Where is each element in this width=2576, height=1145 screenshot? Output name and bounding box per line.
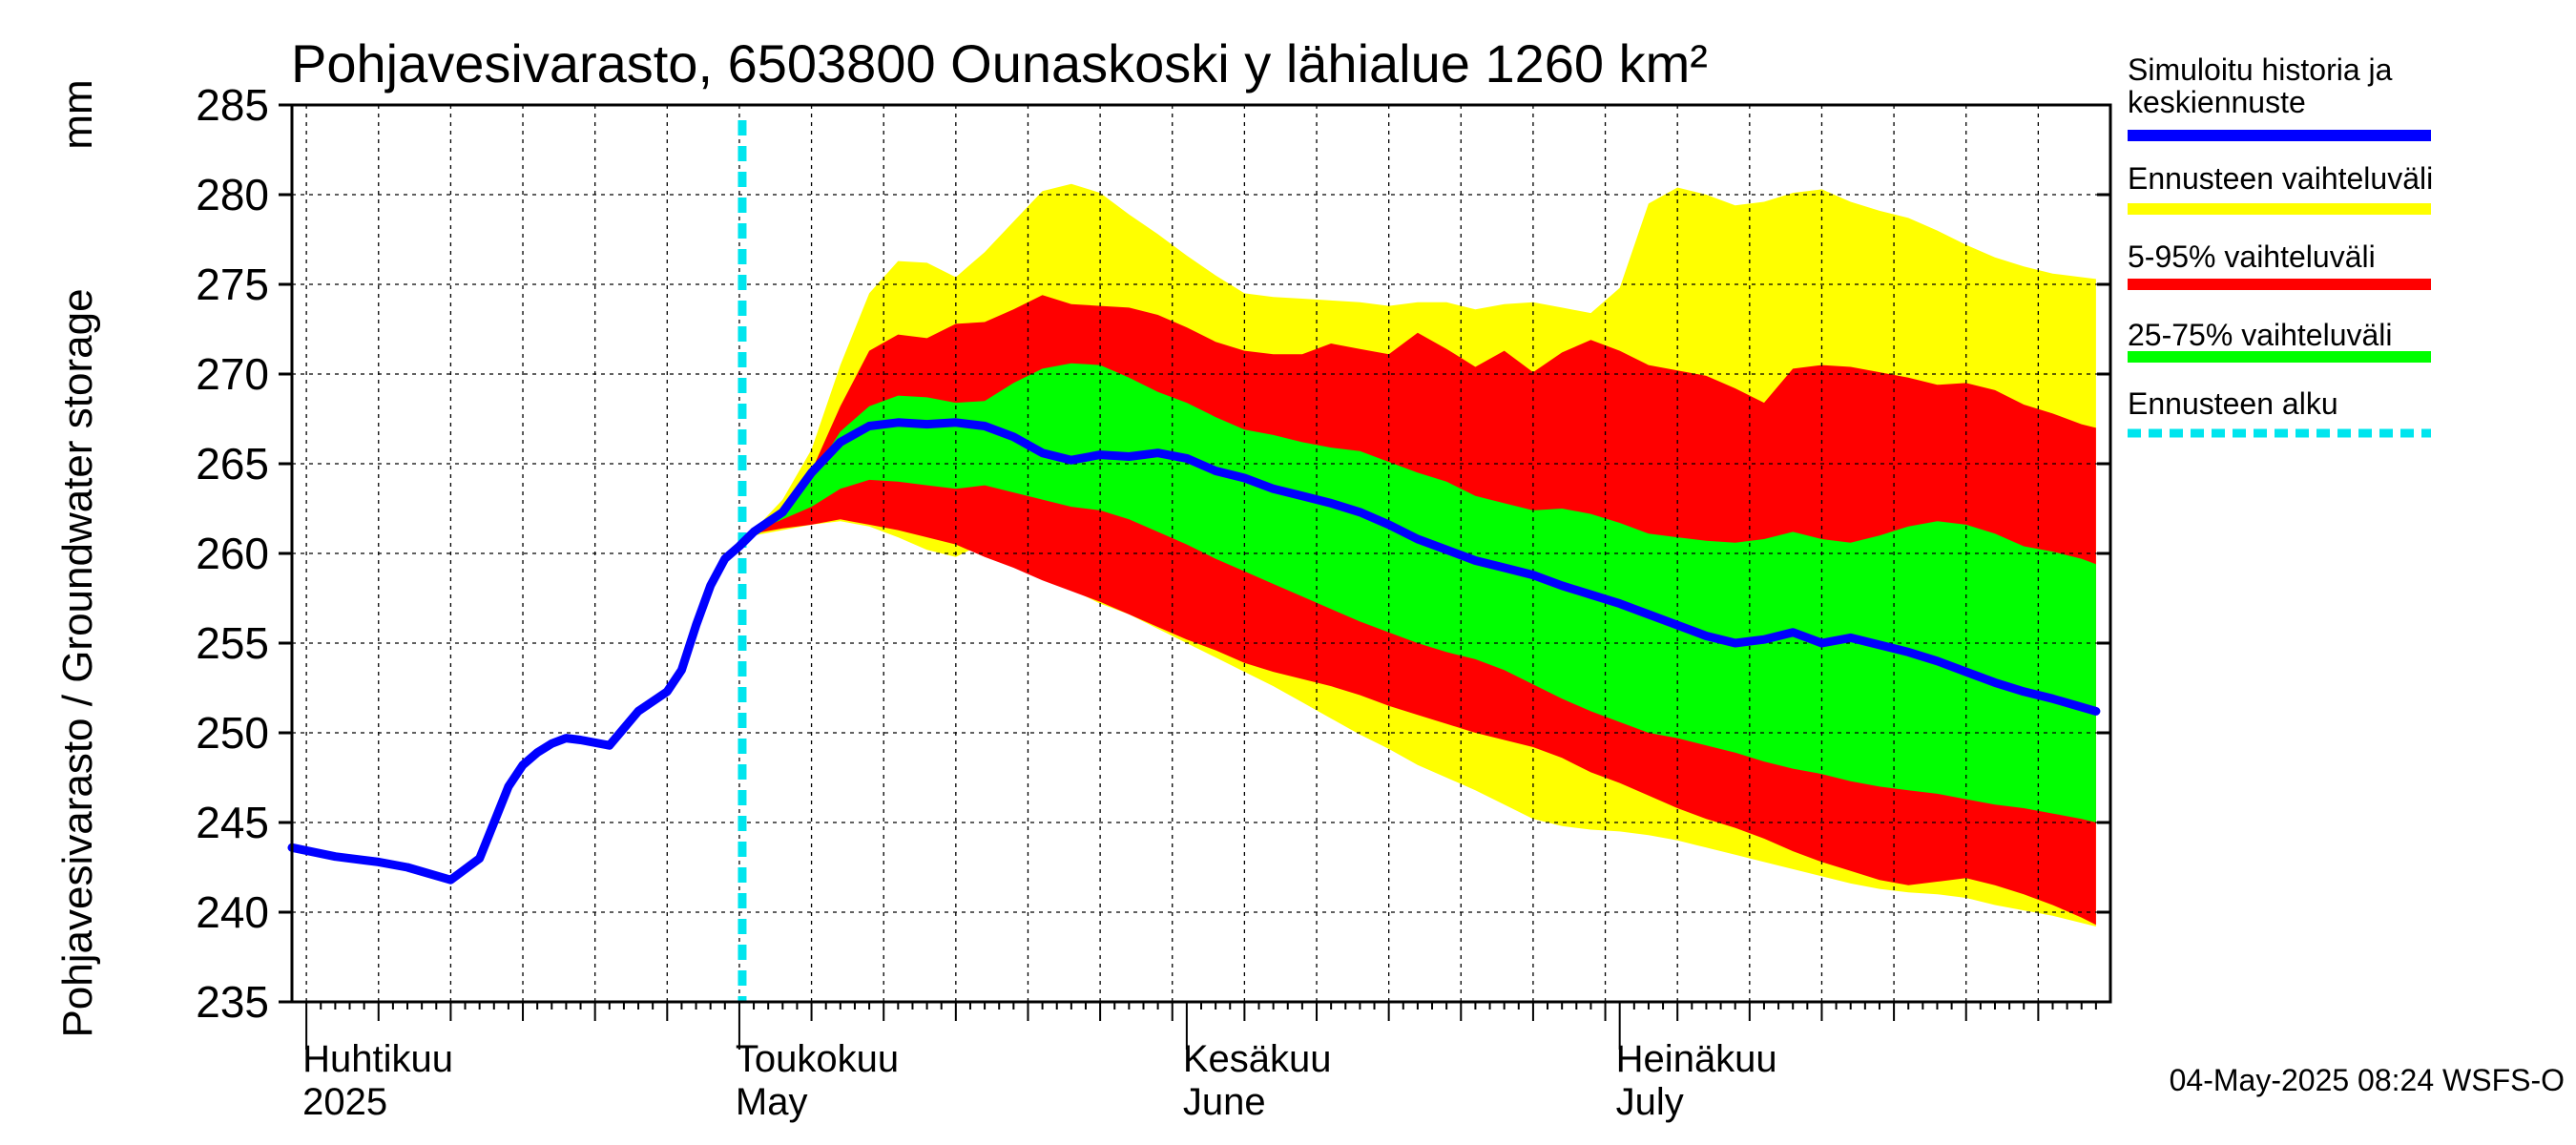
legend-label2-simuloitu-historia-ja: keskiennuste bbox=[2128, 85, 2306, 119]
legend-label-ennusteen-vaihteluv-li: Ennusteen vaihteluväli bbox=[2128, 161, 2433, 196]
month-label-en: July bbox=[1616, 1081, 1684, 1123]
month-label-en: 2025 bbox=[302, 1081, 387, 1123]
chart-title: Pohjavesivarasto, 6503800 Ounaskoski y l… bbox=[291, 33, 1708, 94]
y-axis-unit: mm bbox=[54, 79, 101, 149]
legend-label-ennusteen-alku: Ennusteen alku bbox=[2128, 386, 2338, 421]
timestamp-label: 04-May-2025 08:24 WSFS-O bbox=[2170, 1063, 2565, 1097]
month-label-fi: Toukokuu bbox=[736, 1038, 899, 1080]
forecast-bands bbox=[738, 183, 2096, 926]
month-label-en: June bbox=[1183, 1081, 1266, 1123]
month-label-fi: Huhtikuu bbox=[302, 1038, 453, 1080]
y-tick-label: 240 bbox=[196, 887, 269, 937]
y-tick-label: 245 bbox=[196, 798, 269, 847]
y-tick-label: 265 bbox=[196, 439, 269, 489]
y-axis-ticks: 235 240 245 250 255 260 265 270 275 280 285 bbox=[196, 80, 2110, 1027]
legend-label-5-95-vaihteluv-li: 5-95% vaihteluväli bbox=[2128, 239, 2376, 274]
y-axis-label: Pohjavesivarasto / Groundwater storage bbox=[54, 288, 101, 1037]
y-tick-label: 260 bbox=[196, 529, 269, 578]
month-label-fi: Kesäkuu bbox=[1183, 1038, 1332, 1080]
mean-series-line bbox=[287, 418, 2101, 885]
month-label-en: May bbox=[736, 1081, 808, 1123]
y-tick-label: 250 bbox=[196, 708, 269, 758]
legend-label-25-75-vaihteluv-li: 25-75% vaihteluväli bbox=[2128, 318, 2393, 352]
legend-label-simuloitu-historia-ja: Simuloitu historia ja bbox=[2128, 52, 2393, 87]
y-tick-label: 270 bbox=[196, 349, 269, 399]
x-axis-ticks bbox=[305, 1002, 2097, 1050]
y-tick-label: 275 bbox=[196, 260, 269, 309]
y-tick-label: 235 bbox=[196, 977, 269, 1027]
y-tick-label: 255 bbox=[196, 618, 269, 668]
y-tick-label: 285 bbox=[196, 80, 269, 130]
band-25-75-vaihteluv-li bbox=[738, 363, 2096, 822]
month-label-fi: Heinäkuu bbox=[1616, 1038, 1777, 1080]
y-tick-label: 280 bbox=[196, 170, 269, 219]
simulated-mean-line bbox=[287, 418, 2101, 885]
